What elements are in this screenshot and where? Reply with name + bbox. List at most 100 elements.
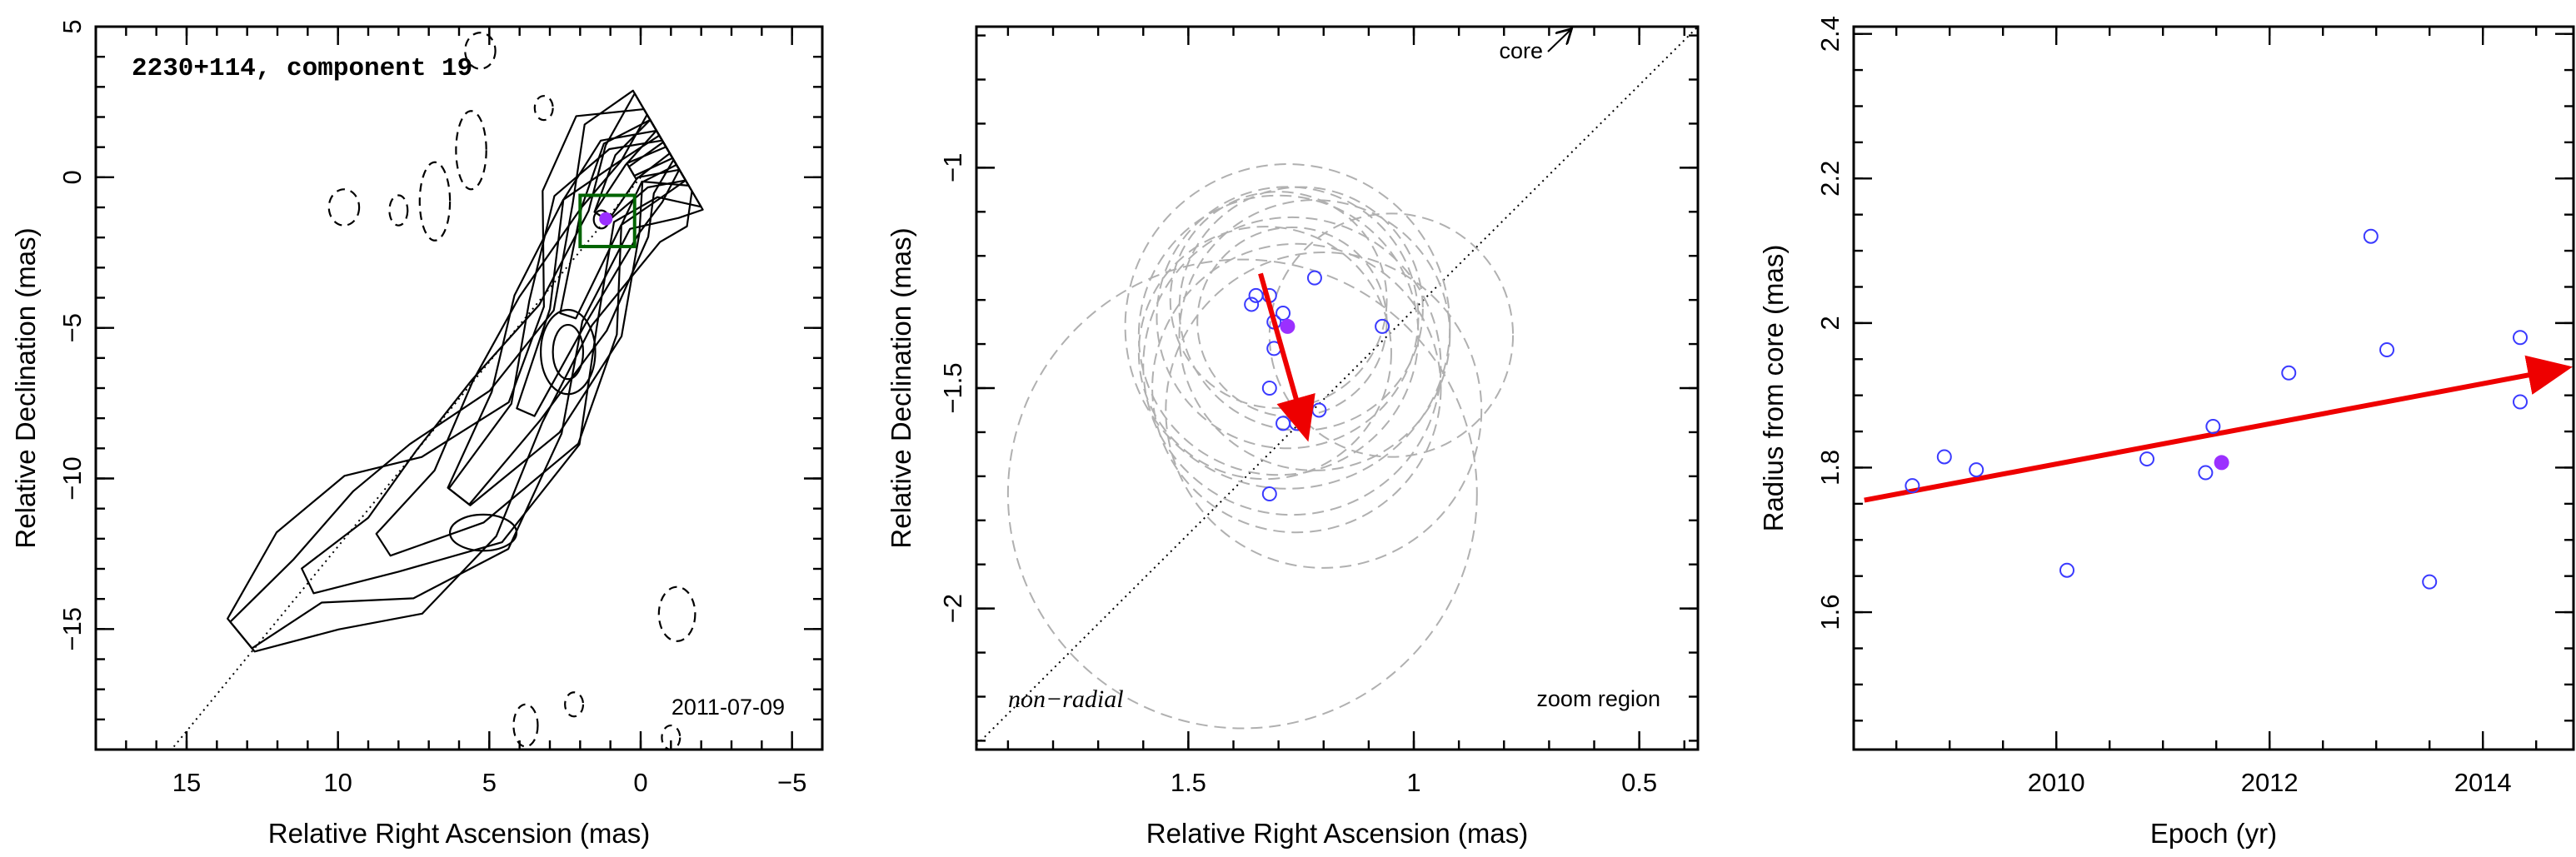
jet-contour [539, 308, 597, 396]
data-point [1244, 296, 1260, 312]
panel-a-epoch: 2011-07-09 [671, 695, 785, 720]
panel-b-ylabel: Relative Declination (mas) [886, 227, 916, 548]
negative-contour [418, 161, 452, 242]
jet-contour [447, 139, 675, 506]
panel-a-radial-line [171, 177, 642, 750]
panel-b-highlight-point [1280, 318, 1295, 334]
panel-zoom-region: 1.5 1 0.5 −1 −1.5 −2 core non−radial zoom re… [886, 25, 1700, 849]
panel-a-xlabel: Relative Right Ascension (mas) [268, 818, 651, 849]
data-point [1261, 486, 1277, 502]
panel-a-ylabel: Relative Declination (mas) [10, 227, 41, 548]
a-ytick-label: −10 [57, 456, 87, 501]
a-ytick-label: −5 [57, 313, 87, 342]
c-ytick-label: 2.4 [1815, 16, 1845, 52]
data-point [2198, 465, 2214, 481]
panel-b-plot-area [976, 27, 1698, 746]
data-point [2205, 419, 2221, 435]
negative-contour [327, 188, 361, 227]
data-point [1311, 402, 1327, 418]
jet-contour [229, 89, 704, 650]
core-arrow [1547, 30, 1570, 52]
panel-a-frame [94, 25, 824, 751]
data-point [1276, 306, 1291, 321]
a-xtick-label: 15 [172, 768, 201, 797]
zoom-region-label: zoom region [1536, 686, 1660, 711]
non-radial-label: non−radial [1008, 685, 1124, 713]
jet-contour [448, 513, 518, 552]
panel-radius-epoch: 2010 2012 2014 1.6 1.8 2 2.2 2.4 Epoch (yr) Ra… [1758, 16, 2575, 849]
data-point [2059, 562, 2074, 578]
zoom-region-box [578, 193, 637, 249]
c-xtick-label: 2014 [2454, 768, 2512, 797]
b-xtick-label: 1 [1406, 768, 1420, 797]
negative-contour [533, 95, 554, 122]
data-point [1969, 462, 1984, 478]
position-circle [1268, 212, 1515, 458]
panel-b-x-ticks: 1.5 1 0.5 [1006, 27, 1685, 797]
panel-c-xlabel: Epoch (yr) [2150, 818, 2277, 849]
core-label: core [1499, 38, 1543, 63]
position-circle [1151, 242, 1442, 534]
a-ytick-label: −15 [57, 607, 87, 651]
a-xtick-label: 5 [482, 768, 497, 797]
fit-arrow [1864, 355, 2573, 503]
data-point [2379, 341, 2394, 357]
b-xtick-label: 0.5 [1621, 768, 1657, 797]
panel-c-frame [1852, 25, 2575, 751]
a-ytick-label: 0 [57, 170, 87, 184]
c-ytick-label: 2.2 [1815, 161, 1845, 197]
panel-c-points [1905, 228, 2528, 590]
b-ytick-label: −1.5 [938, 362, 967, 413]
b-ytick-label: −2 [938, 594, 967, 623]
data-point [1306, 270, 1322, 286]
position-circle [1124, 163, 1451, 490]
negative-contour [464, 32, 497, 70]
b-xtick-label: 1.5 [1171, 768, 1206, 797]
position-circle [1006, 258, 1478, 730]
position-circle [1165, 252, 1483, 569]
negative-contour [657, 585, 696, 642]
panel-c-x-ticks: 2010 2012 2014 [1895, 27, 2538, 797]
data-point [1375, 318, 1390, 334]
panel-a-y-ticks: 5 0 −5 −10 −15 [57, 19, 822, 751]
position-circle [1169, 191, 1388, 410]
c-xtick-label: 2010 [2028, 768, 2085, 797]
panel-contour-map: 15 10 5 0 −5 5 0 −5 −10 −15 2230+114, component … [10, 19, 824, 849]
panel-c-plot-area [1864, 228, 2573, 590]
panel-c-highlight-point [2214, 455, 2229, 471]
a-xtick-label: 10 [323, 768, 352, 797]
a-xtick-label: −5 [777, 768, 806, 797]
panel-a-title: 2230+114, component 19 [132, 54, 472, 83]
panel-b-frame [975, 25, 1700, 751]
c-ytick-label: 2 [1815, 316, 1845, 330]
data-point [1905, 478, 1920, 494]
jet-contour [626, 146, 671, 181]
component-marker [599, 212, 613, 226]
jet-contours [227, 89, 704, 653]
data-point [2513, 330, 2528, 346]
panel-a-x-ticks: 15 10 5 0 −5 [94, 27, 824, 797]
panel-b-radial-line [976, 27, 1698, 746]
data-point [1276, 416, 1291, 431]
panel-c-ylabel: Radius from core (mas) [1758, 245, 1789, 532]
motion-vector-arrow [1258, 272, 1315, 442]
data-point [2513, 394, 2528, 410]
negative-contour [512, 703, 539, 748]
position-circle [1156, 186, 1420, 450]
data-point [2363, 228, 2379, 244]
jet-contour [301, 92, 702, 595]
panel-b-xlabel: Relative Right Ascension (mas) [1146, 818, 1529, 849]
jet-contour [552, 323, 585, 381]
c-ytick-label: 1.6 [1815, 595, 1845, 630]
b-ytick-label: −1 [938, 153, 967, 182]
jet-contour [227, 107, 693, 653]
data-point [1936, 449, 1952, 465]
panel-b-points [1244, 270, 1390, 502]
negative-contour [388, 194, 409, 227]
position-circle [1142, 216, 1442, 516]
panel-b-y-ticks: −1 −1.5 −2 [938, 34, 1698, 742]
a-xtick-label: 0 [633, 768, 647, 797]
position-circle [1137, 226, 1392, 481]
panel-a-plot-area [171, 32, 704, 750]
